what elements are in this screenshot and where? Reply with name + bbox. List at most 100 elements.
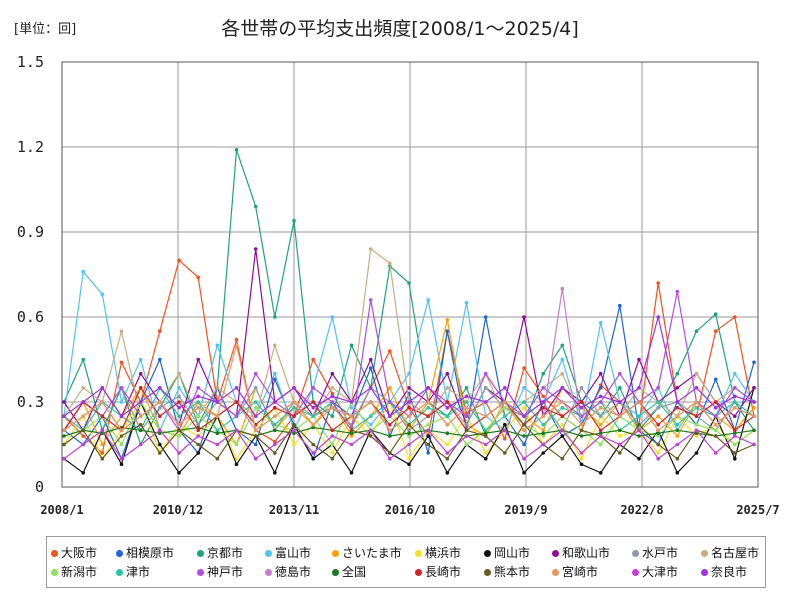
data-point <box>292 405 296 410</box>
data-point <box>158 414 162 419</box>
data-point <box>541 414 545 419</box>
data-point <box>713 414 718 419</box>
data-point <box>292 414 296 419</box>
data-point <box>656 414 660 419</box>
data-point <box>407 442 411 447</box>
legend-item: 相模原市 <box>116 544 174 561</box>
data-point <box>541 442 545 447</box>
data-point <box>598 394 603 399</box>
data-point <box>656 428 660 433</box>
data-point <box>560 428 565 433</box>
data-point <box>138 400 143 404</box>
data-point <box>483 386 488 390</box>
data-point <box>560 414 565 419</box>
data-point <box>119 414 124 419</box>
data-point <box>656 422 660 427</box>
data-point <box>388 434 392 438</box>
data-point <box>713 434 718 438</box>
legend-item: 大阪市 <box>51 544 97 561</box>
data-point <box>407 462 411 467</box>
data-point <box>81 442 85 447</box>
legend-item: 岡山市 <box>484 544 530 561</box>
data-point <box>349 442 354 447</box>
data-point <box>752 414 756 419</box>
data-point <box>522 405 526 410</box>
data-point <box>368 357 373 362</box>
data-point <box>713 451 718 455</box>
data-point <box>713 422 718 427</box>
data-point <box>541 422 545 427</box>
data-point <box>656 400 660 404</box>
data-point <box>445 318 450 322</box>
data-point <box>541 451 545 455</box>
data-point <box>694 451 699 455</box>
legend-marker <box>552 569 559 576</box>
legend-item: 津市 <box>116 563 150 580</box>
data-point <box>388 422 392 427</box>
y-tick-label: 0.9 <box>17 223 44 241</box>
data-point <box>541 405 545 410</box>
data-point <box>445 386 450 390</box>
data-point <box>62 414 66 419</box>
data-point <box>81 400 85 404</box>
data-point <box>637 414 641 419</box>
data-point <box>311 425 316 430</box>
data-point <box>407 400 411 404</box>
data-point <box>215 431 220 436</box>
data-point <box>656 442 660 447</box>
data-point <box>733 400 737 404</box>
data-point <box>215 456 220 461</box>
data-point <box>330 391 335 396</box>
legend-item: 新潟市 <box>51 563 97 580</box>
data-point <box>196 422 200 427</box>
data-point <box>522 366 526 370</box>
legend-marker <box>484 569 491 576</box>
data-point <box>503 451 507 455</box>
data-point <box>196 394 200 399</box>
x-tick-label: 2022/8 <box>620 503 663 517</box>
data-point <box>560 405 565 410</box>
data-point <box>196 357 200 362</box>
data-point <box>579 428 584 433</box>
data-point <box>541 434 545 438</box>
legend-marker <box>116 550 123 557</box>
data-point <box>541 428 545 433</box>
data-point <box>100 386 105 390</box>
data-point <box>196 428 200 433</box>
data-point <box>81 269 85 274</box>
data-point <box>138 442 143 447</box>
legend-item: さいたま市 <box>332 544 402 561</box>
data-point <box>177 428 181 433</box>
data-point <box>349 400 354 404</box>
data-point <box>388 400 392 404</box>
legend-label: 津市 <box>126 565 151 579</box>
legend-marker <box>632 550 639 557</box>
data-point <box>483 456 488 461</box>
data-point <box>733 315 737 319</box>
data-point <box>368 434 373 438</box>
data-point <box>637 456 641 461</box>
legend-item: 京都市 <box>197 544 243 561</box>
data-point <box>560 400 565 404</box>
data-point <box>234 148 239 152</box>
data-point <box>694 428 699 433</box>
data-point <box>618 434 622 438</box>
data-point <box>579 386 584 390</box>
data-point <box>426 422 431 427</box>
data-point <box>541 386 545 390</box>
data-point <box>560 386 565 390</box>
x-tick-label: 2013/11 <box>269 503 320 517</box>
data-point <box>713 312 718 317</box>
data-point <box>618 371 622 376</box>
data-point <box>598 405 603 410</box>
data-point <box>158 431 162 436</box>
data-point <box>253 386 258 390</box>
data-point <box>675 471 680 475</box>
data-point <box>234 456 239 461</box>
data-point <box>273 414 277 419</box>
data-point <box>158 428 162 433</box>
data-point <box>253 442 258 447</box>
data-point <box>483 371 488 376</box>
data-point <box>637 434 641 438</box>
data-point <box>273 400 277 404</box>
